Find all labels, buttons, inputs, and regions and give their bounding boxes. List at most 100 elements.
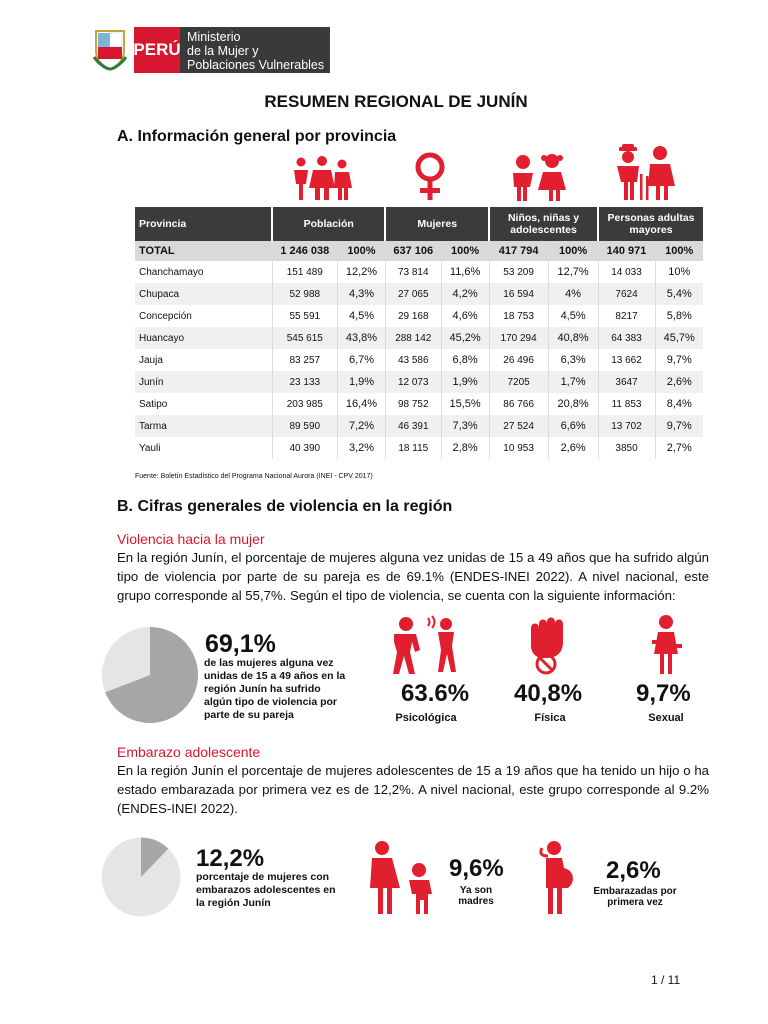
mother-child-icon [370, 841, 432, 914]
violence-big-caption: de las mujeres alguna vez unidas de 15 a… [204, 657, 346, 721]
pregnancy-big-value: 12,2% [196, 845, 265, 872]
table-cell: 1,7% [547, 371, 599, 393]
fist-stop-icon [531, 617, 563, 675]
table-row: Chupaca 52 988 4,3% 27 065 4,2% 16 594 4% 7624 5… [135, 283, 703, 305]
table-row: Chanchamayo 151 489 12,2% 73 814 11,6% 53 209… [135, 261, 703, 283]
ministry-logo: PERÚ Ministerio de la Mujer y Poblacione… [90, 27, 330, 73]
table-cell: 4,2% [440, 283, 490, 305]
table-cell: 43,8% [337, 327, 386, 349]
table-cell: 288 142 [384, 327, 442, 349]
table-cell: 140 971 [597, 241, 655, 261]
table-cell: 9,7% [654, 415, 703, 437]
table-header-row: Provincia Población Mujeres Niños, niñas… [135, 207, 703, 241]
col-poblacion: Población [270, 207, 386, 241]
country-label: PERÚ [133, 27, 181, 73]
violence-pie-slice [105, 627, 198, 723]
table-cell: 7205 [488, 371, 549, 393]
document-title: RESUMEN REGIONAL DE JUNÍN [264, 92, 528, 111]
table-cell: 10% [654, 261, 703, 283]
table-row: Junín 23 133 1,9% 12 073 1,9% 7205 1,7% 3647 2,6… [135, 371, 703, 393]
coat-of-arms-icon [92, 30, 128, 71]
table-cell: 27 524 [488, 415, 549, 437]
table-cell: 4,3% [337, 283, 386, 305]
table-cell: 11,6% [440, 261, 490, 283]
col-ninos: Niños, niñas y adolescentes [488, 207, 599, 241]
province-name: Huancayo [135, 327, 272, 349]
table-cell: 1,9% [440, 371, 490, 393]
province-name: Chupaca [135, 283, 272, 305]
table-cell: 10 953 [488, 437, 549, 459]
province-name: Tarma [135, 415, 272, 437]
pregnancy-big-caption: porcentaje de mujeres con embarazos adol… [196, 871, 336, 909]
physical-value: 40,8% [514, 680, 583, 707]
table-cell: 12 073 [384, 371, 442, 393]
table-cell: 46 391 [384, 415, 442, 437]
table-cell: 52 988 [271, 283, 338, 305]
population-group-icon [294, 156, 352, 200]
table-cell: 18 753 [488, 305, 549, 327]
table-cell: 12,7% [547, 261, 599, 283]
pregnancy-subtitle: Embarazo adolescente [117, 744, 261, 760]
table-cell: 2,6% [547, 437, 599, 459]
psychological-violence-icon [393, 615, 456, 674]
table-cell: 13 702 [597, 415, 655, 437]
psychological-label: Psicológica [395, 712, 457, 724]
table-cell: 83 257 [271, 349, 338, 371]
table-cell: 4,5% [337, 305, 386, 327]
table-cell: 7,3% [440, 415, 490, 437]
table-cell: 16 594 [488, 283, 549, 305]
mothers-value: 9,6% [449, 855, 504, 882]
sexual-label: Sexual [648, 712, 684, 724]
pregnancy-paragraph: En la región Junín el porcentaje de muje… [117, 763, 709, 816]
table-cell: 45,7% [654, 327, 703, 349]
table-cell: 23 133 [271, 371, 338, 393]
violence-subtitle: Violencia hacia la mujer [117, 531, 265, 547]
table-cell: 3647 [597, 371, 655, 393]
table-cell: 4% [547, 283, 599, 305]
table-cell: 100% [654, 241, 703, 261]
table-cell: 12,2% [337, 261, 386, 283]
mothers-label: Ya son madres [458, 885, 494, 907]
table-row: Concepción 55 591 4,5% 29 168 4,6% 18 753 4,5%… [135, 305, 703, 327]
table-cell: 7624 [597, 283, 655, 305]
table-source: Fuente: Boletín Estadístico del Programa… [135, 473, 373, 480]
pregnancy-pie-chart [101, 837, 181, 917]
table-cell: 9,7% [654, 349, 703, 371]
first-pregnancy-label: Embarazadas por primera vez [593, 886, 677, 908]
table-cell: 151 489 [271, 261, 338, 283]
table-row: Jauja 83 257 6,7% 43 586 6,8% 26 496 6,3% 13 66… [135, 349, 703, 371]
table-cell: 545 615 [271, 327, 338, 349]
table-cell: TOTAL [135, 241, 272, 261]
violence-big-value: 69,1% [205, 630, 276, 658]
province-name: Jauja [139, 354, 163, 366]
table-cell: 2,8% [440, 437, 490, 459]
table-cell: 40 390 [271, 437, 338, 459]
table-row-total: TOTAL 1 246 038 100% 637 106 100% 417 79… [135, 241, 703, 261]
table-cell: 100% [547, 241, 599, 261]
table-cell: 7,2% [337, 415, 386, 437]
province-name: Chanchamayo [139, 266, 204, 278]
pregnancy-pie-slice [141, 837, 169, 877]
table-cell: 637 106 [384, 241, 442, 261]
children-icon [513, 154, 566, 201]
table-cell: 11 853 [597, 393, 655, 415]
table-cell: 6,6% [547, 415, 599, 437]
ministry-name: Ministerio de la Mujer y Poblaciones Vul… [180, 27, 330, 73]
table-cell: 6,7% [337, 349, 386, 371]
table-cell: 13 662 [597, 349, 655, 371]
table-cell: 15,5% [440, 393, 490, 415]
table-cell: 20,8% [547, 393, 599, 415]
table-cell: 73 814 [384, 261, 442, 283]
table-cell: 53 209 [488, 261, 549, 283]
table-cell: 170 294 [488, 327, 549, 349]
table-row: Satipo 203 985 16,4% 98 752 15,5% 86 766 20,8%… [135, 393, 703, 415]
table-cell: 2,7% [654, 437, 703, 459]
table-cell: 8,4% [654, 393, 703, 415]
table-row: Yauli 40 390 3,2% 18 115 2,8% 10 953 2,6% 3850 2… [135, 437, 703, 459]
first-pregnancy-value: 2,6% [606, 857, 661, 884]
province-name: Concepción [139, 310, 192, 322]
table-cell: 4,6% [440, 305, 490, 327]
table-cell: 18 115 [384, 437, 442, 459]
sexual-value: 9,7% [636, 680, 691, 707]
woman-hands-icon [652, 615, 682, 674]
